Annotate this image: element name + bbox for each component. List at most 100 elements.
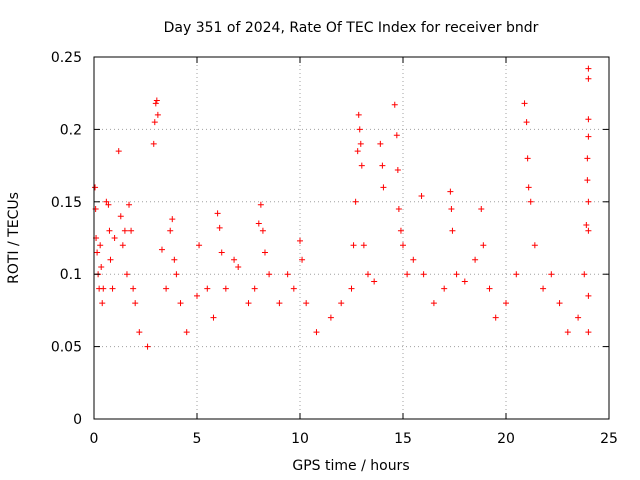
data-point <box>357 140 364 147</box>
data-point <box>585 329 592 336</box>
data-point <box>350 242 357 249</box>
data-point <box>290 285 297 292</box>
data-point <box>115 148 122 155</box>
data-point <box>121 227 128 234</box>
data-point <box>453 271 460 278</box>
x-tick-label: 15 <box>394 431 412 447</box>
data-point <box>584 177 591 184</box>
data-point <box>313 329 320 336</box>
data-point <box>257 201 264 208</box>
data-point <box>513 271 520 278</box>
data-point <box>123 271 130 278</box>
data-point <box>449 227 456 234</box>
data-point <box>585 292 592 299</box>
data-point <box>261 249 268 256</box>
data-point <box>216 224 223 231</box>
data-point <box>327 314 334 321</box>
data-point <box>163 285 170 292</box>
data-point <box>204 285 211 292</box>
data-point <box>448 206 455 213</box>
data-point <box>130 285 137 292</box>
data-point <box>585 116 592 123</box>
data-point <box>158 246 165 253</box>
data-point <box>585 227 592 234</box>
data-point <box>231 256 238 263</box>
data-point <box>524 155 531 162</box>
data-point <box>126 201 133 208</box>
data-point <box>556 300 563 307</box>
y-axis-label: ROTI / TECUs <box>6 192 22 284</box>
data-point <box>150 140 157 147</box>
y-tick-label: 0.2 <box>60 122 82 138</box>
chart-title: Day 351 of 2024, Rate Of TEC Index for r… <box>164 20 539 36</box>
data-point <box>117 213 124 220</box>
data-point <box>420 271 427 278</box>
data-point <box>360 242 367 249</box>
data-point <box>585 198 592 205</box>
data-point <box>222 285 229 292</box>
data-point <box>400 242 406 249</box>
data-point <box>128 227 135 234</box>
data-point <box>585 65 592 72</box>
y-tick-label: 0.15 <box>51 195 82 211</box>
data-point <box>106 227 113 234</box>
axis-ticks <box>93 56 610 420</box>
data-point <box>303 300 310 307</box>
data-point <box>136 329 143 336</box>
data-points <box>92 65 592 350</box>
data-point <box>173 271 180 278</box>
y-tick-labels: 0 0.05 0.1 0.15 0.2 0.25 <box>51 50 82 428</box>
x-tick-label: 0 <box>90 431 99 447</box>
data-point <box>404 271 411 278</box>
data-point <box>377 140 384 147</box>
data-point <box>109 285 116 292</box>
data-point <box>210 314 217 321</box>
data-point <box>107 256 114 263</box>
data-point <box>523 119 530 126</box>
data-point <box>525 184 532 191</box>
data-point <box>364 271 371 278</box>
data-point <box>183 329 190 336</box>
data-point <box>235 263 242 270</box>
data-point <box>99 300 106 307</box>
x-axis-label: GPS time / hours <box>292 458 409 474</box>
data-point <box>171 256 178 263</box>
data-point <box>395 206 402 213</box>
data-point <box>214 210 221 217</box>
y-tick-label: 0 <box>73 412 82 428</box>
data-point <box>105 201 112 208</box>
data-point <box>98 263 105 270</box>
data-point <box>540 285 547 292</box>
data-point <box>584 155 591 162</box>
data-point <box>564 329 571 336</box>
data-point <box>255 220 262 227</box>
x-tick-label: 10 <box>291 431 309 447</box>
data-point <box>284 271 291 278</box>
data-point <box>486 285 493 292</box>
data-point <box>299 256 306 263</box>
data-point <box>548 271 555 278</box>
data-point <box>371 278 378 285</box>
data-point <box>259 227 266 234</box>
data-point <box>379 162 386 169</box>
data-point <box>581 271 588 278</box>
data-point <box>251 285 258 292</box>
x-tick-label: 25 <box>600 431 618 447</box>
data-point <box>418 193 425 200</box>
y-tick-label: 0.25 <box>51 50 82 66</box>
data-point <box>151 119 158 126</box>
data-point <box>297 237 303 244</box>
data-point <box>194 292 200 299</box>
data-point <box>119 242 126 249</box>
data-point <box>410 256 417 263</box>
data-point <box>354 148 361 155</box>
data-point <box>397 227 404 234</box>
data-point <box>521 100 528 107</box>
x-tick-label: 20 <box>497 431 515 447</box>
data-point <box>393 132 400 139</box>
data-point <box>153 97 160 104</box>
data-point <box>245 300 252 307</box>
data-point <box>266 271 273 278</box>
data-point <box>177 300 184 307</box>
